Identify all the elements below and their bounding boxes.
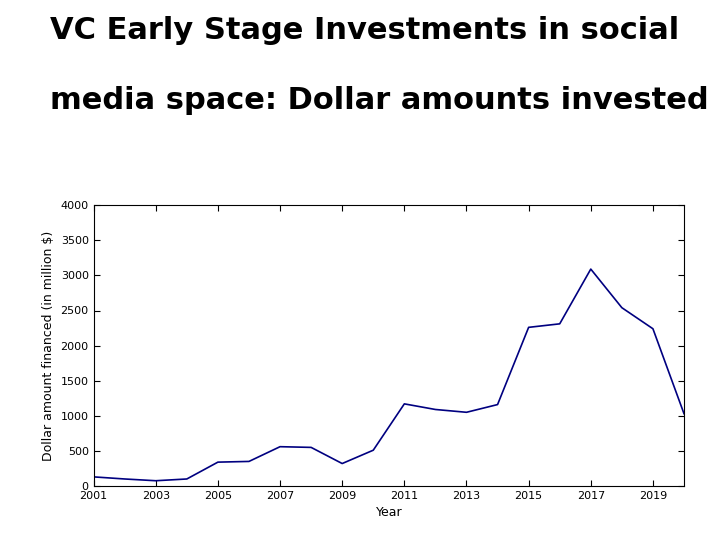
Y-axis label: Dollar amount financed (in million $): Dollar amount financed (in million $) — [42, 231, 55, 461]
Text: VC Early Stage Investments in social: VC Early Stage Investments in social — [50, 16, 680, 45]
Text: media space: Dollar amounts invested: media space: Dollar amounts invested — [50, 86, 709, 116]
X-axis label: Year: Year — [376, 507, 402, 519]
